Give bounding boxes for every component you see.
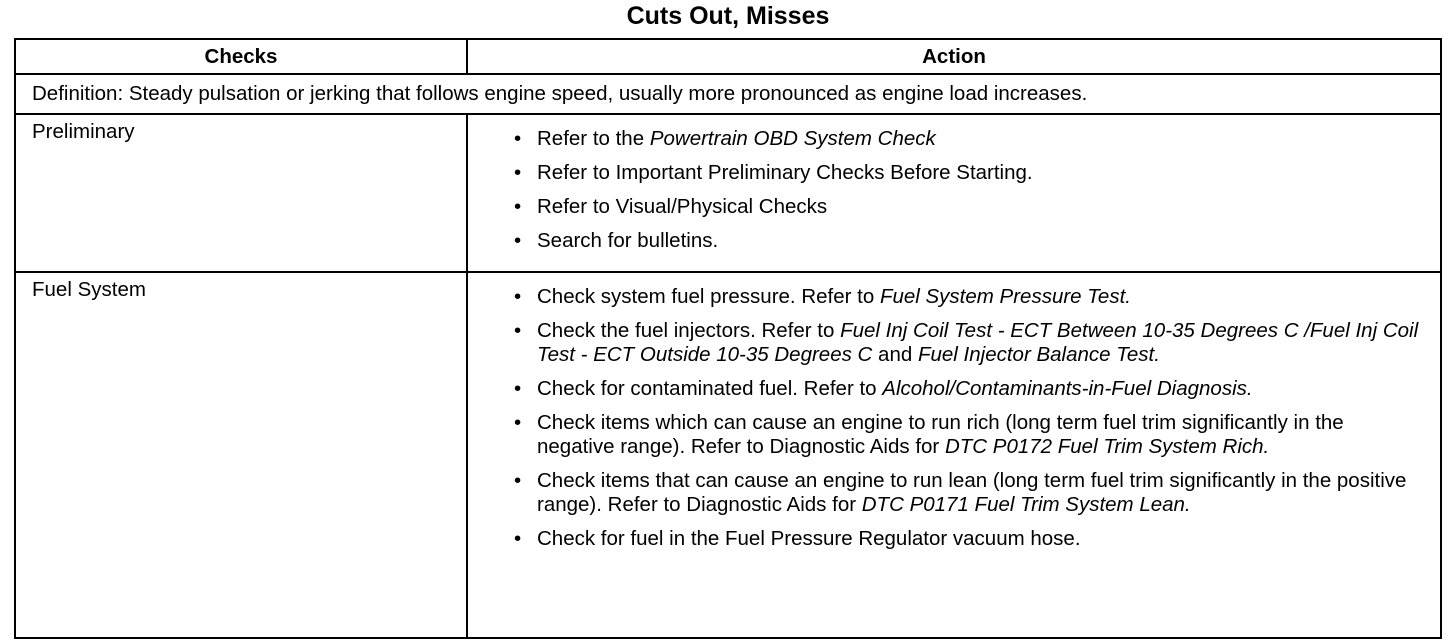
header-cell: Checks [14,38,468,75]
text: Check the fuel injectors. Refer to [537,319,841,342]
action-item: Check items which can cause an engine to… [514,411,1424,459]
action-item: Refer to Important Preliminary Checks Be… [514,161,1424,185]
action-item: Check system fuel pressure. Refer to Fue… [514,285,1424,309]
action-cell: Refer to the Powertrain OBD System Check… [466,113,1442,273]
check: Fuel System [14,271,468,639]
italic-text: DTC P0172 Fuel Trim System Rich. [944,435,1270,458]
action-item: Check items that can cause an engine to … [514,469,1424,517]
italic-text: Fuel System Pressure Test. [879,285,1131,308]
header-cell: Action [466,38,1442,75]
text: Check system fuel pressure. Refer to [537,285,880,308]
action-list: Check system fuel pressure. Refer to Fue… [484,273,1424,569]
text: Check for fuel in the Fuel Pressure Regu… [537,527,1081,550]
checks-table: Checks Action Definition: Steady pulsati… [14,38,1442,639]
action-item: Refer to the Powertrain OBD System Check [514,127,1424,151]
text: Check items that can cause an engine to … [537,469,1407,516]
italic-text: Fuel Inj Coil Test - ECT Between 10-35 D… [537,319,1419,366]
check: Preliminary [14,113,468,273]
text: Refer to Visual/Physical Checks [537,195,828,218]
italic-text: DTC P0171 Fuel Trim System Lean. [861,493,1191,516]
definition: Definition: Steady pulsation or jerking … [14,73,1442,115]
definition-row: Definition: Steady pulsation or jerking … [14,73,1442,115]
italic-text: Alcohol/Contaminants-in-Fuel Diagnosis. [882,377,1253,400]
text: Search for bulletins. [537,229,719,252]
action-cell: Check system fuel pressure. Refer to Fue… [466,271,1442,639]
action-list: Refer to the Powertrain OBD System Check… [484,115,1424,271]
title: Cuts Out, Misses [626,2,830,30]
text: Check items which can cause an engine to… [537,411,1344,458]
row: Fuel System Check system fuel pressure. R… [14,271,1442,639]
header-row: Checks Action [14,38,1442,75]
action-item: Refer to Visual/Physical Checks [514,195,1424,219]
text: Check for contaminated fuel. Refer to [537,377,883,400]
action-item: Check for contaminated fuel. Refer to Al… [514,377,1424,401]
action-item: Search for bulletins. [514,229,1424,253]
italic-text: Fuel Injector Balance Test. [917,343,1160,366]
action-item: Check for fuel in the Fuel Pressure Regu… [514,527,1424,551]
text: Refer to the [537,127,650,150]
row: PreliminaryRefer to the Powertrain OBD S… [14,113,1442,273]
italic-text: Powertrain OBD System Check [649,127,936,150]
action-item: Check the fuel injectors. Refer to Fuel … [514,319,1424,367]
text: Refer to Important Preliminary Checks Be… [537,161,1033,184]
text: and [872,343,918,366]
